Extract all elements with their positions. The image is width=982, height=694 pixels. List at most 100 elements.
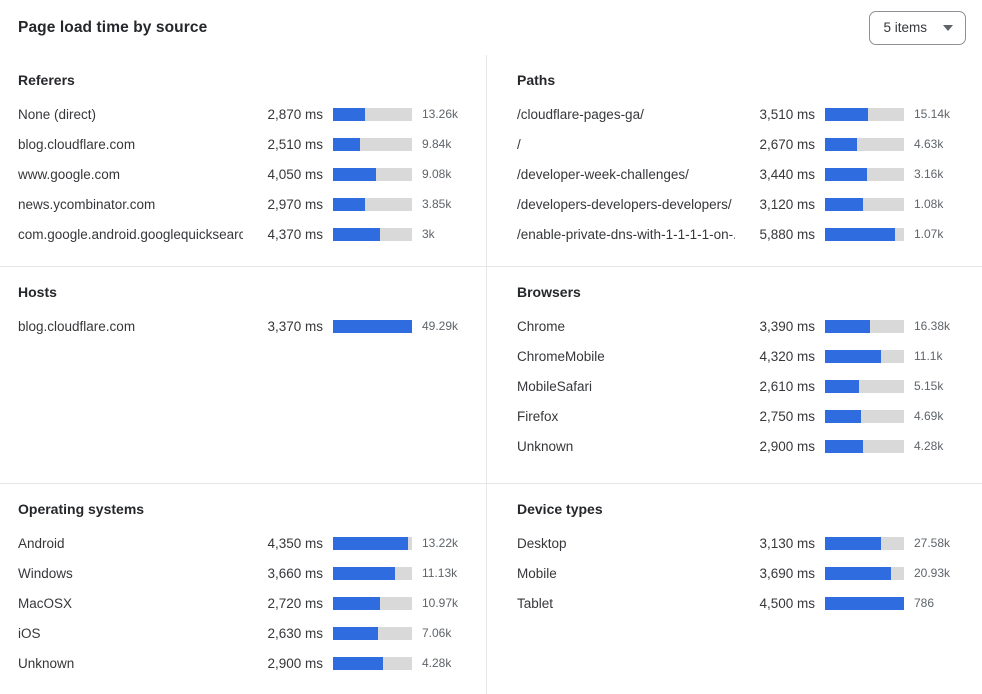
- metric-row[interactable]: / 2,670 ms 4.63k: [517, 129, 968, 159]
- metric-row[interactable]: Android 4,350 ms 13.22k: [18, 528, 476, 558]
- row-value-ms: 3,120 ms: [759, 196, 815, 212]
- bar-chart: [825, 107, 904, 121]
- row-label: Chrome: [517, 318, 566, 334]
- row-count: 5.15k: [914, 379, 944, 393]
- row-label: Android: [18, 535, 65, 551]
- panel-title: Browsers: [517, 284, 581, 300]
- metric-row[interactable]: None (direct) 2,870 ms 13.26k: [18, 99, 476, 129]
- row-count: 11.13k: [422, 566, 458, 580]
- row-value-ms: 4,350 ms: [267, 535, 323, 551]
- panel-title: Device types: [517, 501, 603, 517]
- row-value-ms: 2,670 ms: [759, 136, 815, 152]
- metric-row[interactable]: /enable-private-dns-with-1-1-1-1-on-... …: [517, 219, 968, 249]
- bar-fill: [333, 596, 380, 610]
- metric-row[interactable]: Tablet 4,500 ms 786: [517, 588, 968, 618]
- metric-row[interactable]: /developers-developers-developers/ 3,120…: [517, 189, 968, 219]
- panel-rows: blog.cloudflare.com 3,370 ms 49.29k: [18, 311, 476, 341]
- metric-row[interactable]: MobileSafari 2,610 ms 5.15k: [517, 371, 968, 401]
- bar-chart: [825, 596, 904, 610]
- bar-chart: [825, 319, 904, 333]
- row-value-ms: 2,750 ms: [759, 408, 815, 424]
- row-label: iOS: [18, 625, 41, 641]
- panel-rows: Android 4,350 ms 13.22k Windows 3,660 ms…: [18, 528, 476, 678]
- chevron-down-icon: [943, 24, 953, 31]
- row-count: 9.84k: [422, 137, 452, 151]
- bar-fill: [825, 319, 871, 333]
- bar-chart: [333, 319, 412, 333]
- row-label: None (direct): [18, 106, 97, 122]
- metric-row[interactable]: blog.cloudflare.com 2,510 ms 9.84k: [18, 129, 476, 159]
- bar-fill: [825, 379, 859, 393]
- row-value-ms: 2,510 ms: [267, 136, 323, 152]
- row-label: www.google.com: [18, 166, 121, 182]
- bar-fill: [333, 167, 376, 181]
- row-count: 1.07k: [914, 227, 944, 241]
- metric-panel: Paths /cloudflare-pages-ga/ 3,510 ms 15.…: [486, 55, 982, 266]
- metric-row[interactable]: Firefox 2,750 ms 4.69k: [517, 401, 968, 431]
- bar-chart: [333, 137, 412, 151]
- metric-panel: Device types Desktop 3,130 ms 27.58k Mob…: [486, 483, 982, 694]
- metric-row[interactable]: MacOSX 2,720 ms 10.97k: [18, 588, 476, 618]
- panel-rows: Desktop 3,130 ms 27.58k Mobile 3,690 ms …: [517, 528, 968, 618]
- row-count: 9.08k: [422, 167, 452, 181]
- metric-row[interactable]: blog.cloudflare.com 3,370 ms 49.29k: [18, 311, 476, 341]
- metric-row[interactable]: Mobile 3,690 ms 20.93k: [517, 558, 968, 588]
- bar-chart: [825, 349, 904, 363]
- metric-row[interactable]: Windows 3,660 ms 11.13k: [18, 558, 476, 588]
- items-count-select[interactable]: 5 items: [869, 10, 966, 45]
- row-value-ms: 3,370 ms: [267, 318, 323, 334]
- bar-fill: [825, 536, 882, 550]
- row-label: MobileSafari: [517, 378, 593, 394]
- row-count: 13.22k: [422, 536, 459, 550]
- row-label: news.ycombinator.com: [18, 196, 156, 212]
- bar-fill: [333, 656, 383, 670]
- bar-fill: [825, 439, 863, 453]
- bar-fill: [825, 107, 869, 121]
- row-count: 3.16k: [914, 167, 944, 181]
- metric-row[interactable]: news.ycombinator.com 2,970 ms 3.85k: [18, 189, 476, 219]
- row-count: 4.69k: [914, 409, 944, 423]
- row-label: ChromeMobile: [517, 348, 605, 364]
- row-count: 10.97k: [422, 596, 459, 610]
- metric-row[interactable]: /developer-week-challenges/ 3,440 ms 3.1…: [517, 159, 968, 189]
- metric-row[interactable]: Desktop 3,130 ms 27.58k: [517, 528, 968, 558]
- bar-chart: [825, 167, 904, 181]
- row-count: 7.06k: [422, 626, 452, 640]
- bar-chart: [333, 107, 412, 121]
- metric-row[interactable]: iOS 2,630 ms 7.06k: [18, 618, 476, 648]
- row-label: Unknown: [517, 438, 574, 454]
- row-label: Mobile: [517, 565, 557, 581]
- metric-row[interactable]: Unknown 2,900 ms 4.28k: [517, 431, 968, 461]
- row-count: 27.58k: [914, 536, 951, 550]
- row-value-ms: 3,660 ms: [267, 565, 323, 581]
- bar-fill: [333, 536, 409, 550]
- bar-chart: [825, 409, 904, 423]
- metric-panel: Hosts blog.cloudflare.com 3,370 ms 49.29…: [0, 266, 486, 483]
- metric-row[interactable]: /cloudflare-pages-ga/ 3,510 ms 15.14k: [517, 99, 968, 129]
- bar-fill: [333, 626, 379, 640]
- bar-fill: [825, 349, 882, 363]
- row-label: /developer-week-challenges/: [517, 166, 689, 182]
- bar-fill: [825, 167, 867, 181]
- row-count: 3k: [422, 227, 435, 241]
- bar-fill: [333, 227, 380, 241]
- panels-grid: Referers None (direct) 2,870 ms 13.26k b…: [0, 55, 982, 694]
- items-count-label: 5 items: [883, 20, 927, 35]
- bar-fill: [333, 319, 412, 333]
- metric-row[interactable]: Unknown 2,900 ms 4.28k: [18, 648, 476, 678]
- metric-row[interactable]: Chrome 3,390 ms 16.38k: [517, 311, 968, 341]
- row-value-ms: 2,900 ms: [267, 655, 323, 671]
- metric-panel: Browsers Chrome 3,390 ms 16.38k ChromeMo…: [486, 266, 982, 483]
- panel-title: Hosts: [18, 284, 57, 300]
- bar-chart: [333, 197, 412, 211]
- metric-row[interactable]: com.google.android.googlequicksearc... 4…: [18, 219, 476, 249]
- row-value-ms: 2,970 ms: [267, 196, 323, 212]
- row-count: 1.08k: [914, 197, 944, 211]
- metric-row[interactable]: www.google.com 4,050 ms 9.08k: [18, 159, 476, 189]
- row-count: 4.28k: [422, 656, 452, 670]
- row-count: 15.14k: [914, 107, 951, 121]
- panel-rows: Chrome 3,390 ms 16.38k ChromeMobile 4,32…: [517, 311, 968, 461]
- row-value-ms: 2,720 ms: [267, 595, 323, 611]
- metric-row[interactable]: ChromeMobile 4,320 ms 11.1k: [517, 341, 968, 371]
